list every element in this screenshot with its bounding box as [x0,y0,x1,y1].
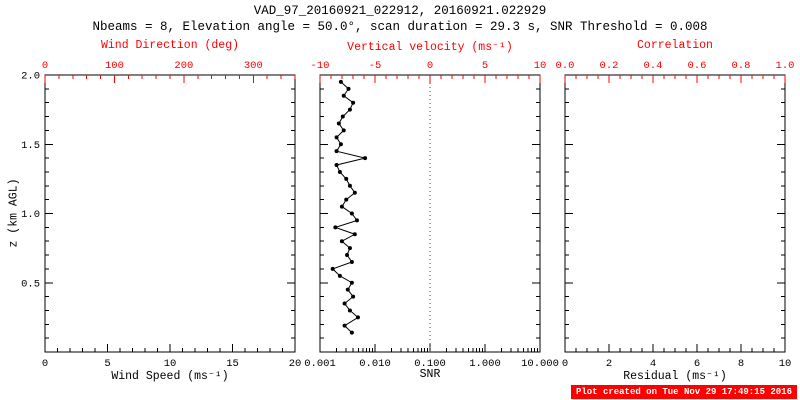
x-tick-label: 0.010 [359,358,391,370]
x-tick-label: 20 [289,358,302,370]
x-tick-label: 10 [164,358,177,370]
correlation-axis-label: Correlation [637,39,713,52]
residual-correlation-panel: 0 2 4 6 8 10 0.0 0.2 0.4 0.6 0.8 1.0 [556,60,795,370]
snr-data-point [339,204,344,209]
y-tick-label: 1.0 [21,209,40,221]
snr-data-point [347,308,352,313]
wind-speed-direction-panel: 0 5 10 15 200.51.01.52.00 100 200 300 [21,60,301,370]
x-tick-label: 15 [226,358,239,370]
snr-data-point [347,246,352,251]
y-tick-label: 2.0 [21,71,40,83]
snr-data-point [334,135,339,140]
top-tick-label: 10 [534,60,547,72]
snr-data-point [349,211,354,216]
y-tick-label: 1.5 [21,140,40,152]
figure-title: VAD_97_20160921_022912, 20160921.022929 [253,4,547,18]
wind-direction-axis-label: Wind Direction (deg) [100,39,240,52]
x-tick-label: 10.000 [521,358,559,370]
top-tick-label: 0.0 [556,60,575,72]
snr-data-point [345,253,350,258]
x-tick-label: 2 [606,358,612,370]
snr-data-point [341,128,346,133]
snr-data-point [347,183,352,188]
snr-data-point [363,156,368,161]
x-tick-label: 0 [42,358,48,370]
snr-data-point [339,239,344,244]
snr-data-point [352,232,357,237]
snr-profile-line [331,81,366,333]
snr-data-point [342,301,347,306]
top-tick-label: 0 [42,60,48,72]
wind-speed-axis-label: Wind Speed (ms⁻¹) [111,370,229,383]
snr-vertical-velocity-panel: 0.001 0.010 0.100 1.000 10.000 -10 -5 0 5 10 [304,60,559,370]
x-tick-label: 6 [694,358,700,370]
y-tick-label: 0.5 [21,278,40,290]
snr-data-point [344,176,349,181]
top-tick-label: -10 [311,60,330,72]
top-tick-label: 100 [105,60,124,72]
snr-data-point [349,330,354,335]
snr-data-point [349,259,354,264]
x-tick-label: 1.000 [469,358,501,370]
residual-axis-label: Residual (ms⁻¹) [623,370,727,383]
snr-data-point [338,142,343,147]
plot-frame [564,74,786,353]
vertical-velocity-axis-label: Vertical velocity (ms⁻¹) [347,41,513,54]
figure-subtitle: Nbeams = 8, Elevation angle = 50.0°, sca… [92,20,708,34]
top-tick-label: 0.4 [644,60,663,72]
snr-data-point [341,93,346,98]
top-tick-label: 1.0 [776,60,795,72]
top-tick-label: 200 [174,60,193,72]
top-tick-label: 300 [244,60,263,72]
top-tick-label: 0.2 [600,60,619,72]
x-tick-label: 0.100 [414,358,446,370]
snr-data-point [334,149,339,154]
snr-data-point [345,287,350,292]
snr-data-point [333,225,338,230]
snr-data-point [337,169,342,174]
snr-data-point [340,114,345,119]
x-tick-label: 5 [104,358,110,370]
creation-timestamp-badge: Plot created on Tue Nov 29 17:49:15 2016 [570,385,797,399]
snr-data-point [352,190,357,195]
snr-data-point [355,315,360,320]
x-tick-label: 0.001 [304,358,336,370]
x-tick-label: 0 [562,358,568,370]
plot-frame [44,74,296,353]
snr-data-point [336,121,341,126]
snr-data-point [342,323,347,328]
snr-data-point [344,197,349,202]
top-tick-label: 0 [427,60,433,72]
snr-data-point [351,294,356,299]
snr-data-point [330,266,335,271]
x-tick-label: 8 [738,358,744,370]
snr-axis-label: SNR [419,368,441,381]
snr-data-point [349,280,354,285]
snr-data-point [338,79,343,84]
snr-data-point [334,163,339,168]
x-tick-label: 4 [650,358,656,370]
snr-data-point [347,107,352,112]
x-tick-label: 10 [779,358,792,370]
top-tick-label: 0.6 [688,60,707,72]
top-tick-label: -5 [369,60,382,72]
snr-data-point [346,86,351,91]
top-tick-label: 0.8 [732,60,751,72]
snr-data-point [337,273,342,278]
snr-data-point [354,218,359,223]
top-tick-label: 5 [482,60,488,72]
snr-data-point [351,100,356,105]
